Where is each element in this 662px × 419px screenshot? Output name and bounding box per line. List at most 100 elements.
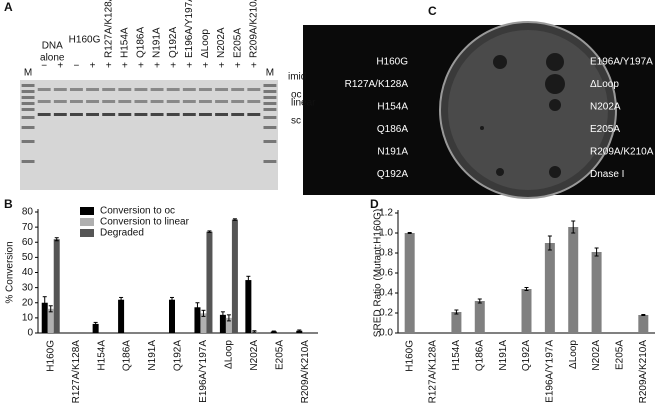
plate-label: R127A/K128A xyxy=(345,79,409,90)
gel-band xyxy=(53,88,67,91)
imid-sign: + xyxy=(90,61,96,72)
x-tick-label: Q192A xyxy=(521,340,532,371)
y-tick-label: 30 xyxy=(22,282,34,293)
bar xyxy=(591,252,602,333)
imid-sign: − xyxy=(41,61,47,72)
plate-label: Q192A xyxy=(377,169,408,180)
plate-label: R209A/K210A xyxy=(590,147,654,158)
bar xyxy=(200,313,207,333)
gel-band xyxy=(182,88,196,91)
y-axis-label: SRED Ratio (Mutant:H160G) xyxy=(373,209,384,337)
x-tick-label: E196A/Y197A xyxy=(545,340,556,403)
bar xyxy=(206,231,213,333)
plate-label: N202A xyxy=(590,102,621,113)
gel-band xyxy=(21,84,35,87)
lane-label: M xyxy=(24,68,32,79)
bar xyxy=(53,239,60,333)
lane-label: Q192A xyxy=(168,27,179,58)
imid-sign: + xyxy=(251,61,257,72)
legend-label: Degraded xyxy=(100,228,144,239)
x-tick-label: E205A xyxy=(274,340,285,370)
x-tick-label: R127A/K128A xyxy=(428,340,439,404)
legend-label: Conversion to oc xyxy=(100,206,175,217)
legend-swatch xyxy=(80,229,94,237)
gel-band xyxy=(166,88,180,91)
row-label: imid xyxy=(288,72,306,83)
x-tick-label: R127A/K128A xyxy=(71,340,82,404)
plate-spot xyxy=(545,74,565,94)
x-tick-label: N191A xyxy=(498,340,509,371)
lane-label: N202A xyxy=(216,27,227,58)
bar xyxy=(225,317,232,333)
gel-band xyxy=(118,88,132,91)
legend-label: Conversion to linear xyxy=(100,217,190,228)
gel-band xyxy=(21,102,35,105)
imid-sign: − xyxy=(74,61,80,72)
gel-band xyxy=(150,88,164,91)
gel-band xyxy=(69,100,83,103)
gel-band xyxy=(263,102,277,105)
bar xyxy=(41,302,48,333)
gel-band xyxy=(198,100,212,103)
gel-band xyxy=(263,116,277,119)
gel-band xyxy=(198,88,212,91)
imid-sign: + xyxy=(138,61,144,72)
plate-label: H154A xyxy=(377,102,408,113)
gel-band xyxy=(21,96,35,99)
lane-label: R127A/K128A xyxy=(103,0,114,58)
gel-band xyxy=(86,100,100,103)
gel-band xyxy=(166,113,180,116)
plate-label: E196A/Y197A xyxy=(590,57,653,68)
bar xyxy=(544,243,555,333)
lane-label: H154A xyxy=(119,27,130,58)
bar xyxy=(521,289,532,333)
gel-band xyxy=(102,113,116,116)
plate-label: ΔLoop xyxy=(590,79,619,90)
lane-label: alone xyxy=(40,53,65,64)
x-tick-label: Q186A xyxy=(474,340,485,371)
lane-label: M xyxy=(266,68,274,79)
gel-band xyxy=(182,100,196,103)
lane-label: H160G xyxy=(69,35,101,46)
imid-sign: + xyxy=(57,61,63,72)
y-tick-label: 0.0 xyxy=(379,328,393,339)
imid-sign: + xyxy=(170,61,176,72)
gel-band xyxy=(86,88,100,91)
bar xyxy=(451,312,462,333)
gel-band xyxy=(102,100,116,103)
bar xyxy=(79,332,86,333)
gel-band xyxy=(215,113,229,116)
x-tick-label: E196A/Y197A xyxy=(198,340,209,403)
lane-label: R209A/K210A xyxy=(248,0,259,58)
plate-label: Q186A xyxy=(377,124,408,135)
gel-band xyxy=(21,108,35,111)
x-tick-label: ΔLoop xyxy=(224,340,235,369)
bar xyxy=(231,219,238,333)
plate-agar xyxy=(448,30,608,190)
gel-band xyxy=(37,100,51,103)
gel-band xyxy=(231,113,245,116)
plate-spot xyxy=(480,126,484,130)
gel-band xyxy=(21,160,35,163)
imid-sign: + xyxy=(106,61,112,72)
imid-sign: + xyxy=(154,61,160,72)
gel-band xyxy=(263,160,277,163)
x-tick-label: H154A xyxy=(451,340,462,371)
gel-band xyxy=(215,88,229,91)
plate-spot xyxy=(549,99,561,111)
band-label: oc xyxy=(291,90,302,101)
lane-label: Q186A xyxy=(136,27,147,58)
x-tick-label: Q192A xyxy=(173,340,184,371)
gel-band xyxy=(69,88,83,91)
y-tick-label: 0.6 xyxy=(379,268,393,279)
y-tick-label: 0.2 xyxy=(379,308,393,319)
imid-sign: + xyxy=(122,61,128,72)
gel-band xyxy=(134,88,148,91)
lane-label: E196A/Y197A xyxy=(184,0,195,58)
x-tick-label: H160G xyxy=(45,340,56,372)
plate-spot xyxy=(493,55,507,69)
y-tick-label: 40 xyxy=(22,267,34,278)
plate-label: E205A xyxy=(590,124,620,135)
gel-band xyxy=(102,88,116,91)
y-tick-label: 60 xyxy=(22,237,34,248)
